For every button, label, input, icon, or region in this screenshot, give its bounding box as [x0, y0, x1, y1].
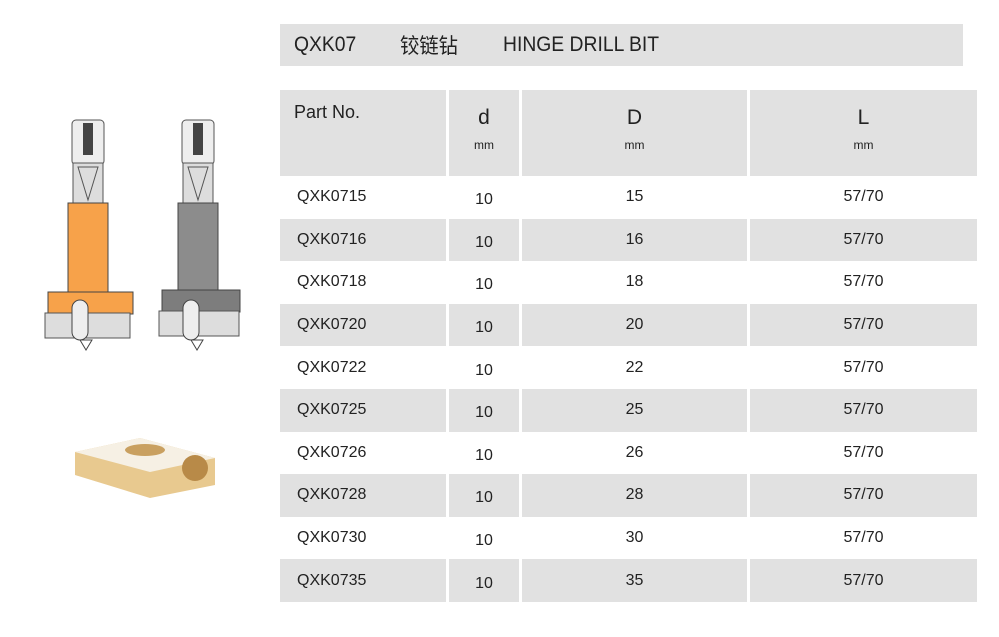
- table-row: QXK0735 10 35 57/70: [280, 559, 977, 602]
- table-row: QXK0728 10 28 57/70: [280, 474, 977, 517]
- cell-part-no: QXK0728: [280, 474, 446, 517]
- cell-l: 57/70: [843, 188, 884, 206]
- cell-l: 57/70: [750, 303, 977, 347]
- cell-big-d: 26: [625, 443, 644, 461]
- cell-d: 10: [449, 303, 519, 347]
- cell-d: 10: [449, 388, 519, 432]
- cell-l: 57/70: [843, 443, 884, 461]
- cell-big-d: 35: [522, 559, 747, 602]
- cell-d: 10: [475, 276, 493, 294]
- cell-l: 57/70: [750, 388, 977, 432]
- table-row: QXK0720 10 20 57/70: [280, 303, 977, 347]
- cell-part-no: QXK0735: [280, 559, 446, 602]
- cell-d: 10: [475, 361, 493, 379]
- product-code: QXK07: [294, 33, 357, 56]
- col-header-d: d mm: [449, 90, 519, 176]
- cell-d: 10: [449, 559, 519, 602]
- title-bar: QXK07 铰链钻 HINGE DRILL BIT: [280, 24, 963, 66]
- cell-l: 57/70: [750, 474, 977, 517]
- cell-big-d: 25: [522, 388, 747, 432]
- drill-bit-gray-image: [158, 119, 241, 351]
- cell-part-no: QXK0725: [280, 388, 446, 432]
- cell-d: 10: [475, 191, 493, 209]
- cell-d: 10: [449, 474, 519, 517]
- cell-part-no: QXK0715: [297, 188, 367, 206]
- cell-part-no: QXK0720: [280, 303, 446, 347]
- cell-big-d: 15: [625, 188, 644, 206]
- cell-l: 57/70: [750, 218, 977, 262]
- cell-big-d: 28: [522, 474, 747, 517]
- col-header-part-no: Part No.: [280, 90, 446, 176]
- table-row: QXK0730 10 30 57/70: [280, 517, 977, 560]
- cell-big-d: 20: [522, 303, 747, 347]
- cell-part-no: QXK0722: [297, 358, 367, 376]
- product-name-cn: 铰链钻: [399, 35, 458, 58]
- table-row: QXK0715 10 15 57/70: [280, 176, 977, 219]
- table-row: QXK0722 10 22 57/70: [280, 346, 977, 389]
- cell-part-no: QXK0716: [280, 218, 446, 262]
- cell-l: 57/70: [843, 358, 884, 376]
- cell-big-d: 18: [625, 273, 644, 291]
- product-name-en: HINGE DRILL BIT: [502, 33, 659, 56]
- drill-bit-orange-image: [44, 119, 134, 351]
- cell-part-no: QXK0718: [297, 273, 367, 291]
- cell-l: 57/70: [843, 529, 884, 547]
- cell-big-d: 22: [625, 358, 644, 376]
- table-row: QXK0718 10 18 57/70: [280, 261, 977, 304]
- wood-panel-image: [75, 438, 215, 498]
- cell-d: 10: [449, 218, 519, 262]
- cell-big-d: 16: [522, 218, 747, 262]
- cell-part-no: QXK0730: [297, 529, 367, 547]
- cell-big-d: 30: [625, 529, 644, 547]
- table-row: QXK0726 10 26 57/70: [280, 432, 977, 475]
- cell-part-no: QXK0726: [297, 443, 367, 461]
- cell-l: 57/70: [750, 559, 977, 602]
- cell-l: 57/70: [843, 273, 884, 291]
- cell-d: 10: [475, 532, 493, 550]
- cell-d: 10: [475, 446, 493, 464]
- table-row: QXK0716 10 16 57/70: [280, 218, 977, 262]
- table-row: QXK0725 10 25 57/70: [280, 388, 977, 432]
